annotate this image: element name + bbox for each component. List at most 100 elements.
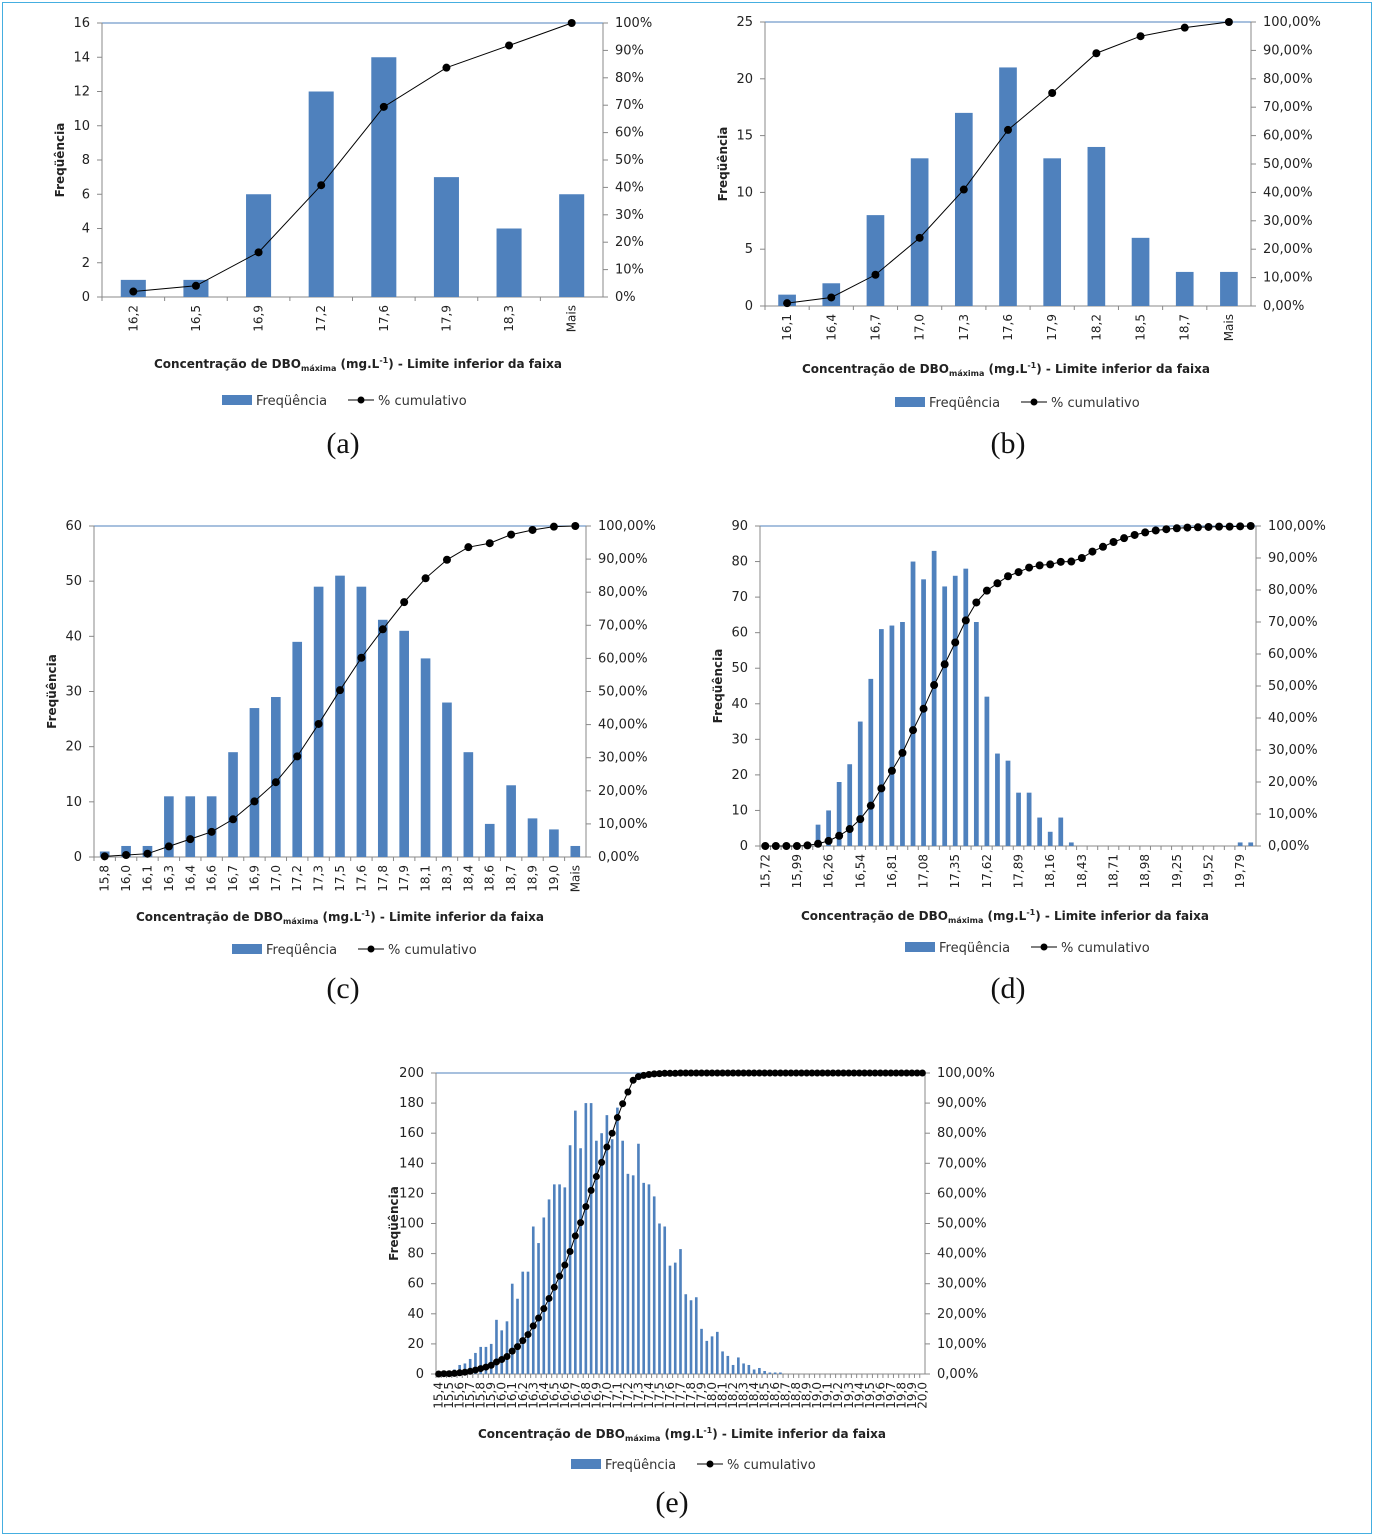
y2-tick-label: 60,00%: [1263, 129, 1313, 144]
y2-tick-label: 50,00%: [1268, 679, 1318, 694]
y2-tick-label: 100,00%: [598, 519, 656, 534]
x-axis-title-subscript: máxima: [949, 369, 984, 378]
x-tick-label: 15,5: [442, 1382, 456, 1409]
cumulative-point: [1014, 568, 1023, 577]
cumulative-point: [782, 1069, 790, 1077]
y-tick-label: 0: [745, 299, 753, 314]
cumulative-point: [1151, 526, 1160, 535]
x-tick-label: 19,5: [863, 1382, 877, 1409]
x-tick-label: 19,25: [1170, 854, 1184, 888]
cumulative-point: [1136, 32, 1145, 41]
cumulative-point: [909, 726, 918, 735]
cumulative-point: [729, 1069, 737, 1077]
cumulative-point: [876, 1069, 884, 1077]
y2-tick-label: 0,00%: [598, 850, 639, 865]
bar: [589, 1103, 593, 1374]
cumulative-point: [378, 625, 387, 634]
x-axis-title-subscript: máxima: [283, 917, 318, 926]
legend-line-marker: [1030, 398, 1038, 406]
x-tick-label: 19,2: [831, 1382, 845, 1409]
y2-tick-label: 40%: [615, 180, 644, 195]
x-tick-label: 19,8: [894, 1382, 908, 1409]
cumulative-point: [818, 1069, 826, 1077]
cumulative-point: [982, 586, 991, 595]
cumulative-point: [1025, 563, 1034, 572]
x-tick-label: 15,8: [98, 865, 112, 892]
cumulative-point: [487, 1361, 495, 1369]
x-tick-label: 18,9: [800, 1382, 814, 1409]
cumulative-point: [603, 1143, 611, 1151]
y2-tick-label: 60,00%: [1268, 647, 1318, 662]
x-tick-label: 16,54: [853, 854, 867, 888]
y-tick-label: 16: [73, 16, 90, 31]
cumulative-point: [619, 1100, 627, 1108]
y2-tick-label: 80,00%: [937, 1126, 987, 1141]
cumulative-point: [1183, 523, 1192, 532]
y2-tick-label: 50,00%: [937, 1217, 987, 1232]
cumulative-point: [440, 1370, 448, 1378]
cumulative-point: [734, 1069, 742, 1077]
x-tick-label: 19,9: [905, 1382, 919, 1409]
cumulative-point: [724, 1069, 732, 1077]
bar: [542, 1217, 546, 1374]
x-tick-label: 16,5: [189, 305, 203, 332]
bar: [942, 586, 948, 846]
y2-tick-label: 50,00%: [1263, 157, 1313, 172]
x-tick-label: 16,81: [885, 854, 899, 888]
cumulative-point: [1204, 522, 1213, 531]
y-tick-label: 70: [731, 590, 748, 605]
bar: [335, 575, 345, 857]
cumulative-point: [829, 1069, 837, 1077]
x-axis-title-tail: ) - Limite inferior da faixa: [370, 910, 544, 924]
bar: [584, 1103, 588, 1374]
x-tick-label: 18,5: [1134, 314, 1148, 341]
x-tick-label: 17,7: [674, 1382, 688, 1409]
cumulative-point: [186, 835, 195, 844]
bar: [621, 1140, 624, 1374]
x-tick-label: 18,9: [526, 865, 540, 892]
cumulative-point: [645, 1071, 653, 1079]
bar: [474, 1352, 477, 1374]
cumulative-point: [571, 522, 580, 530]
cumulative-point: [254, 248, 263, 257]
bar: [537, 1243, 540, 1374]
cumulative-point: [824, 1069, 832, 1077]
bar: [866, 215, 885, 306]
y2-tick-label: 50%: [615, 153, 644, 168]
bar: [779, 1372, 782, 1374]
y2-tick-label: 70,00%: [937, 1156, 987, 1171]
x-axis-title-superscript: -1: [361, 909, 370, 918]
cumulative-point: [1046, 560, 1055, 569]
bar: [1005, 760, 1011, 846]
y2-tick-label: 50,00%: [598, 685, 648, 700]
cumulative-point: [719, 1069, 727, 1077]
cumulative-point: [915, 233, 924, 242]
y2-tick-label: 70,00%: [1263, 100, 1313, 115]
x-tick-label: 16,7: [868, 314, 882, 341]
bar: [647, 1184, 651, 1374]
x-tick-label: 18,1: [716, 1382, 730, 1409]
x-tick-label: 16,2: [516, 1382, 530, 1409]
bar: [1037, 817, 1043, 846]
y-tick-label: 120: [399, 1186, 424, 1201]
legend-line-marker: [357, 396, 365, 404]
y-tick-label: 60: [65, 519, 82, 534]
cumulative-point: [1004, 125, 1012, 134]
cumulative-point: [961, 616, 970, 625]
cumulative-point: [528, 525, 537, 534]
y2-tick-label: 40,00%: [1268, 711, 1318, 726]
x-axis-title-main: Concentração de DBO: [136, 910, 283, 924]
y2-tick-label: 70,00%: [1268, 615, 1318, 630]
bar: [710, 1336, 714, 1374]
cumulative-point: [803, 841, 812, 850]
x-tick-label: 17,6: [377, 305, 391, 332]
y-tick-label: 200: [399, 1066, 424, 1081]
cumulative-point: [498, 1356, 506, 1364]
cumulative-point: [771, 842, 780, 850]
x-axis-title: Concentração de DBOmáxima (mg.L-1) - Lim…: [478, 1426, 886, 1443]
cumulative-point: [783, 299, 792, 308]
bar: [516, 1298, 519, 1374]
bar: [579, 1148, 582, 1374]
cumulative-point: [708, 1069, 716, 1077]
cumulative-point: [1056, 557, 1065, 566]
